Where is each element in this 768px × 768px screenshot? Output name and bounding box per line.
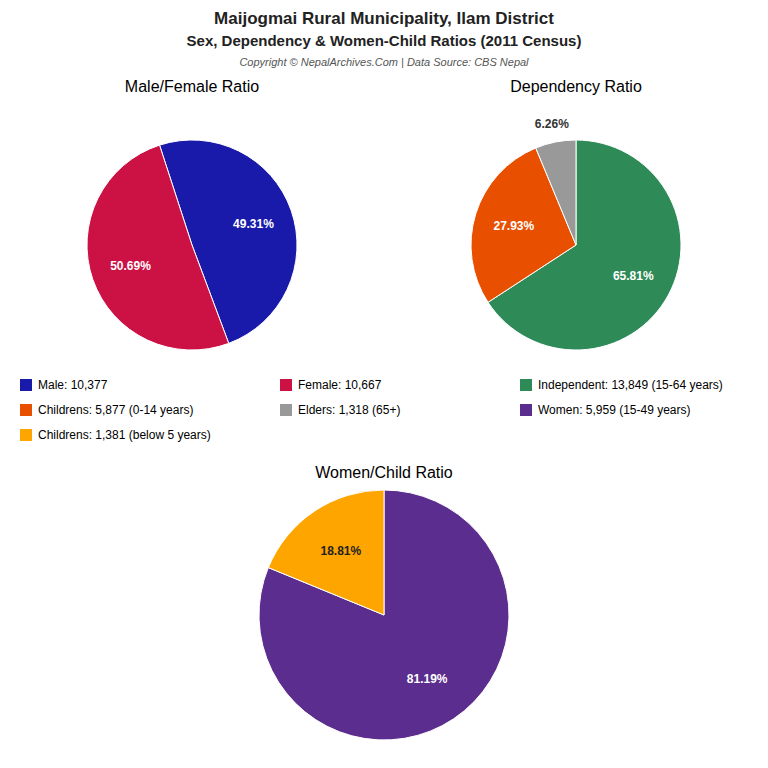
legend-label: Women: 5,959 (15-49 years) xyxy=(538,403,691,417)
pie-title: Women/Child Ratio xyxy=(315,464,453,481)
legend-item: Female: 10,667 xyxy=(280,378,382,392)
legend-swatch xyxy=(280,404,292,416)
legend-swatch xyxy=(20,379,32,391)
chart-root: Maijogmai Rural Municipality, Ilam Distr… xyxy=(0,0,768,768)
pie-chart: 81.19% 18.81% xyxy=(259,490,509,740)
data-label: 81.19% xyxy=(407,672,448,686)
data-label: 49.31% xyxy=(233,217,274,231)
legend-item: Women: 5,959 (15-49 years) xyxy=(520,403,691,417)
legend-label: Independent: 13,849 (15-64 years) xyxy=(538,378,723,392)
annotation: Copyright © NepalArchives.Com | Data Sou… xyxy=(239,56,529,68)
data-label: 27.93% xyxy=(493,219,534,233)
legend-swatch xyxy=(20,404,32,416)
pie-slice xyxy=(87,145,229,350)
legend-item: Male: 10,377 xyxy=(20,378,108,392)
pie-slice xyxy=(259,490,509,740)
pie-slice xyxy=(268,490,384,615)
subtitle: Sex, Dependency & Women-Child Ratios (20… xyxy=(187,32,582,49)
pie-title: Dependency Ratio xyxy=(510,78,642,95)
legend-item: Independent: 13,849 (15-64 years) xyxy=(520,378,723,392)
legend-label: Male: 10,377 xyxy=(38,378,108,392)
legend-item: Elders: 1,318 (65+) xyxy=(280,403,400,417)
title: Maijogmai Rural Municipality, Ilam Distr… xyxy=(214,9,554,28)
data-label: 6.26% xyxy=(535,116,569,130)
data-label: 18.81% xyxy=(320,544,361,558)
legend-label: Childrens: 1,381 (below 5 years) xyxy=(38,428,211,442)
legend-label: Elders: 1,318 (65+) xyxy=(298,403,400,417)
legend: Male: 10,377 Female: 10,667 Independent: 1… xyxy=(20,378,723,442)
legend-swatch xyxy=(20,429,32,441)
pie-slice xyxy=(536,140,576,245)
legend-label: Childrens: 5,877 (0-14 years) xyxy=(38,403,193,417)
legend-item: Childrens: 5,877 (0-14 years) xyxy=(20,403,193,417)
data-label: 65.81% xyxy=(613,269,654,283)
pie-title: Male/Female Ratio xyxy=(125,78,259,95)
legend-swatch xyxy=(520,404,532,416)
legend-swatch xyxy=(520,379,532,391)
data-label: 50.69% xyxy=(110,259,151,273)
pie-chart: 65.81% 27.93% 6.26% xyxy=(471,116,681,350)
legend-item: Childrens: 1,381 (below 5 years) xyxy=(20,428,211,442)
legend-label: Female: 10,667 xyxy=(298,378,382,392)
legend-swatch xyxy=(280,379,292,391)
pie-chart: 49.31% 50.69% xyxy=(87,140,297,350)
